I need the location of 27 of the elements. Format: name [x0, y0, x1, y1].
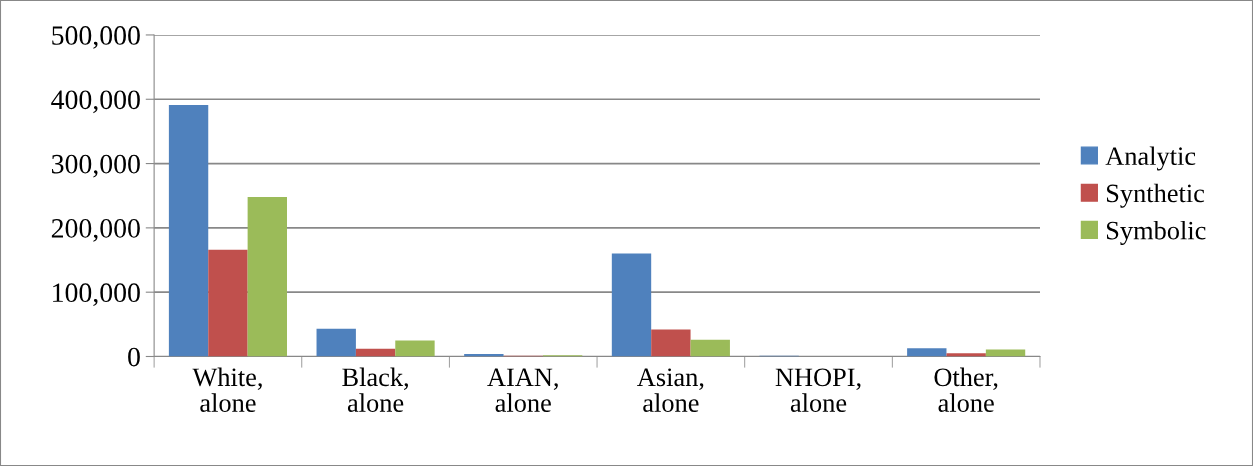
bar [395, 340, 435, 357]
bar [247, 197, 287, 357]
x-tick-label: White, alone [192, 367, 262, 412]
bar [907, 348, 947, 357]
legend-label: Symbolic [1106, 220, 1206, 245]
bar [611, 253, 652, 357]
y-tick-label: 500,000 [52, 26, 140, 49]
bar [985, 349, 1026, 357]
y-tick-label: 100,000 [53, 283, 140, 307]
y-tick-label: 200,000 [51, 219, 140, 242]
bar [355, 348, 396, 357]
x-tick-label: Other, alone [934, 367, 998, 412]
legend-label: Synthetic [1106, 183, 1205, 208]
bar [208, 249, 248, 357]
bar [690, 339, 730, 357]
y-tick-label: 400,000 [51, 90, 140, 114]
bar [651, 329, 691, 357]
bar [316, 328, 356, 357]
x-tick-label: Black, alone [342, 367, 408, 412]
legend-label: Analytic [1105, 146, 1196, 171]
y-tick-label: 0 [128, 347, 140, 367]
x-tick-label: NHOPI, alone [775, 368, 861, 412]
x-tick-label: AIAN, alone [487, 368, 558, 412]
y-tick-label: 300,000 [51, 154, 140, 178]
bar [946, 353, 986, 357]
bar [168, 105, 209, 357]
x-tick-label: Asian, alone [637, 368, 704, 412]
